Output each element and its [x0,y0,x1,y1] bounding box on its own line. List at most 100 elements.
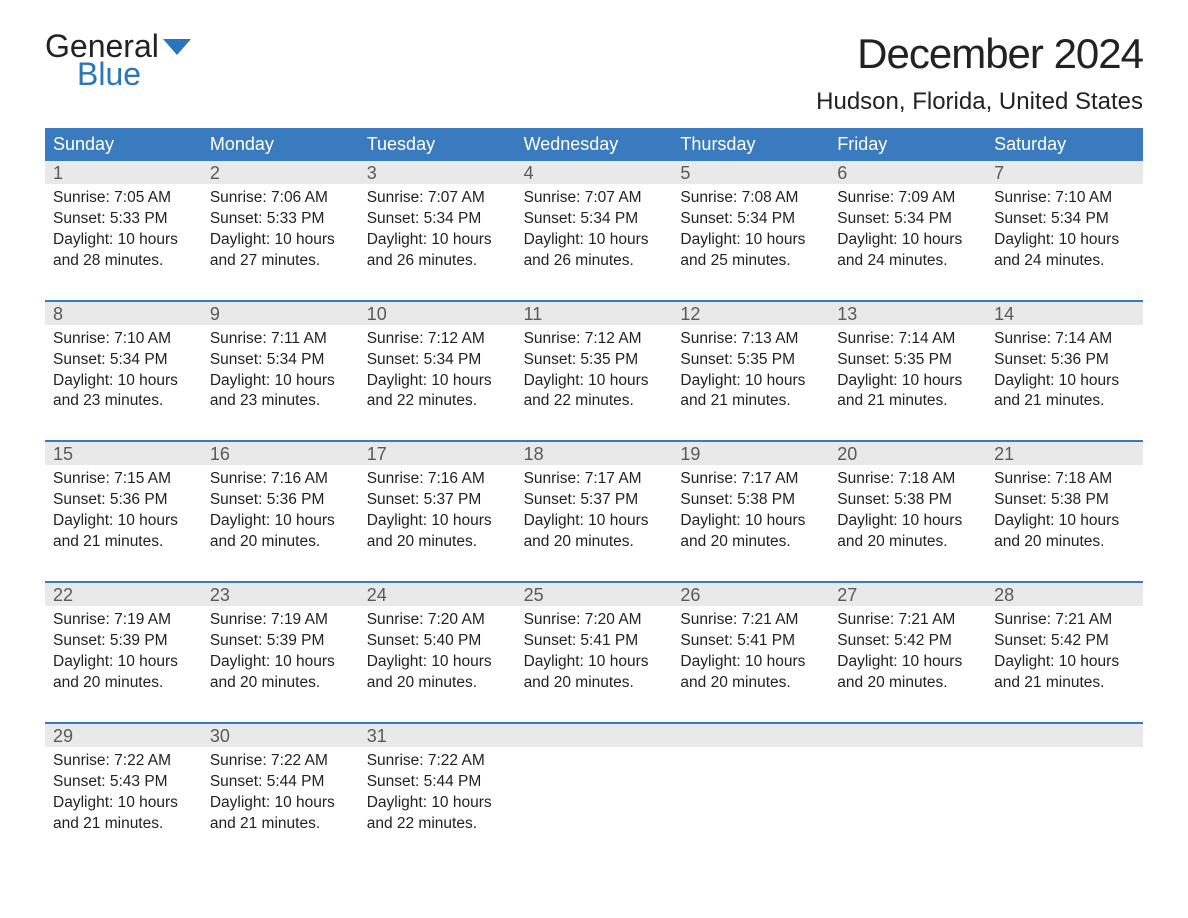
sunset-line: Sunset: 5:36 PM [994,350,1135,371]
daydata-row: Sunrise: 7:22 AMSunset: 5:43 PMDaylight:… [45,747,1143,847]
week-block: 22232425262728Sunrise: 7:19 AMSunset: 5:… [45,581,1143,706]
day-number: 22 [45,583,202,606]
sunset-line: Sunset: 5:36 PM [210,490,351,511]
day-cell: Sunrise: 7:17 AMSunset: 5:38 PMDaylight:… [672,465,829,565]
day-number [672,724,829,747]
sunset-line: Sunset: 5:34 PM [680,209,821,230]
sunset-line: Sunset: 5:34 PM [524,209,665,230]
sunset-line: Sunset: 5:42 PM [837,631,978,652]
daylight-line: Daylight: 10 hours and 21 minutes. [680,371,821,413]
logo: General Blue [45,30,191,90]
sunrise-line: Sunrise: 7:07 AM [367,188,508,209]
daylight-line: Daylight: 10 hours and 20 minutes. [53,652,194,694]
sunset-line: Sunset: 5:34 PM [53,350,194,371]
sunrise-line: Sunrise: 7:18 AM [837,469,978,490]
day-cell: Sunrise: 7:06 AMSunset: 5:33 PMDaylight:… [202,184,359,284]
sunset-line: Sunset: 5:44 PM [210,772,351,793]
day-number: 18 [516,442,673,465]
day-number [986,724,1143,747]
daylight-line: Daylight: 10 hours and 20 minutes. [837,652,978,694]
daylight-line: Daylight: 10 hours and 20 minutes. [837,511,978,553]
daylight-line: Daylight: 10 hours and 27 minutes. [210,230,351,272]
daydata-row: Sunrise: 7:19 AMSunset: 5:39 PMDaylight:… [45,606,1143,706]
day-cell: Sunrise: 7:10 AMSunset: 5:34 PMDaylight:… [986,184,1143,284]
day-cell: Sunrise: 7:18 AMSunset: 5:38 PMDaylight:… [986,465,1143,565]
day-number: 31 [359,724,516,747]
weeks-container: 1234567Sunrise: 7:05 AMSunset: 5:33 PMDa… [45,161,1143,846]
day-number: 25 [516,583,673,606]
weekday-header: Wednesday [516,128,673,161]
day-cell: Sunrise: 7:10 AMSunset: 5:34 PMDaylight:… [45,325,202,425]
sunrise-line: Sunrise: 7:14 AM [837,329,978,350]
daylight-line: Daylight: 10 hours and 22 minutes. [367,371,508,413]
sunrise-line: Sunrise: 7:19 AM [210,610,351,631]
sunrise-line: Sunrise: 7:16 AM [367,469,508,490]
daylight-line: Daylight: 10 hours and 26 minutes. [367,230,508,272]
daylight-line: Daylight: 10 hours and 24 minutes. [837,230,978,272]
daylight-line: Daylight: 10 hours and 21 minutes. [210,793,351,835]
daydata-row: Sunrise: 7:15 AMSunset: 5:36 PMDaylight:… [45,465,1143,565]
day-number: 3 [359,161,516,184]
daynum-row: 1234567 [45,161,1143,184]
day-cell [516,747,673,847]
daylight-line: Daylight: 10 hours and 25 minutes. [680,230,821,272]
daylight-line: Daylight: 10 hours and 20 minutes. [210,511,351,553]
sunrise-line: Sunrise: 7:21 AM [837,610,978,631]
sunrise-line: Sunrise: 7:10 AM [53,329,194,350]
daylight-line: Daylight: 10 hours and 21 minutes. [994,652,1135,694]
sunrise-line: Sunrise: 7:09 AM [837,188,978,209]
day-cell [986,747,1143,847]
sunset-line: Sunset: 5:33 PM [210,209,351,230]
flag-icon [163,30,191,62]
day-cell: Sunrise: 7:14 AMSunset: 5:35 PMDaylight:… [829,325,986,425]
day-number: 24 [359,583,516,606]
daylight-line: Daylight: 10 hours and 20 minutes. [524,652,665,694]
sunrise-line: Sunrise: 7:22 AM [367,751,508,772]
day-cell: Sunrise: 7:05 AMSunset: 5:33 PMDaylight:… [45,184,202,284]
sunset-line: Sunset: 5:36 PM [53,490,194,511]
sunset-line: Sunset: 5:39 PM [210,631,351,652]
day-cell [672,747,829,847]
sunset-line: Sunset: 5:34 PM [367,350,508,371]
daylight-line: Daylight: 10 hours and 23 minutes. [210,371,351,413]
sunset-line: Sunset: 5:43 PM [53,772,194,793]
sunrise-line: Sunrise: 7:14 AM [994,329,1135,350]
day-number: 20 [829,442,986,465]
sunset-line: Sunset: 5:34 PM [837,209,978,230]
day-cell: Sunrise: 7:19 AMSunset: 5:39 PMDaylight:… [202,606,359,706]
sunrise-line: Sunrise: 7:08 AM [680,188,821,209]
sunrise-line: Sunrise: 7:19 AM [53,610,194,631]
day-cell: Sunrise: 7:21 AMSunset: 5:42 PMDaylight:… [829,606,986,706]
sunset-line: Sunset: 5:42 PM [994,631,1135,652]
day-number: 11 [516,302,673,325]
sunrise-line: Sunrise: 7:17 AM [524,469,665,490]
sunset-line: Sunset: 5:38 PM [837,490,978,511]
day-cell: Sunrise: 7:16 AMSunset: 5:37 PMDaylight:… [359,465,516,565]
day-cell: Sunrise: 7:07 AMSunset: 5:34 PMDaylight:… [516,184,673,284]
sunset-line: Sunset: 5:40 PM [367,631,508,652]
daylight-line: Daylight: 10 hours and 20 minutes. [680,511,821,553]
sunset-line: Sunset: 5:39 PM [53,631,194,652]
week-block: 293031Sunrise: 7:22 AMSunset: 5:43 PMDay… [45,722,1143,847]
weekday-header: Sunday [45,128,202,161]
daylight-line: Daylight: 10 hours and 21 minutes. [994,371,1135,413]
day-number: 13 [829,302,986,325]
daylight-line: Daylight: 10 hours and 21 minutes. [53,793,194,835]
sunset-line: Sunset: 5:41 PM [680,631,821,652]
day-cell: Sunrise: 7:15 AMSunset: 5:36 PMDaylight:… [45,465,202,565]
daynum-row: 293031 [45,724,1143,747]
weekday-header-row: Sunday Monday Tuesday Wednesday Thursday… [45,128,1143,161]
day-number: 12 [672,302,829,325]
day-number: 27 [829,583,986,606]
sunset-line: Sunset: 5:38 PM [680,490,821,511]
day-number: 30 [202,724,359,747]
day-number [829,724,986,747]
sunrise-line: Sunrise: 7:05 AM [53,188,194,209]
month-title: December 2024 [816,30,1143,78]
day-number: 8 [45,302,202,325]
day-number: 2 [202,161,359,184]
daydata-row: Sunrise: 7:10 AMSunset: 5:34 PMDaylight:… [45,325,1143,425]
daylight-line: Daylight: 10 hours and 21 minutes. [53,511,194,553]
daylight-line: Daylight: 10 hours and 20 minutes. [680,652,821,694]
sunrise-line: Sunrise: 7:12 AM [524,329,665,350]
